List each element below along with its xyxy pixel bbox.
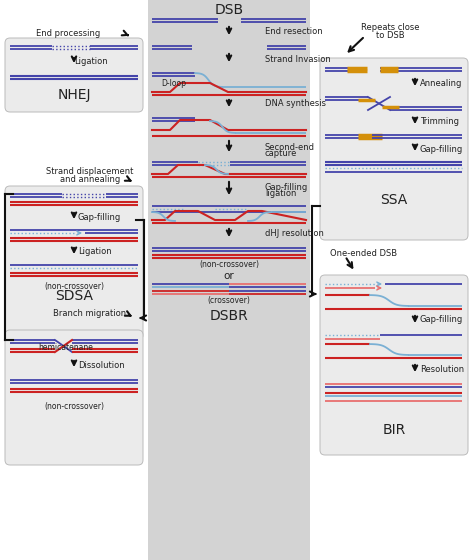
Text: and annealing: and annealing	[60, 175, 120, 184]
FancyBboxPatch shape	[5, 186, 143, 340]
Text: Gap-filling: Gap-filling	[78, 212, 121, 222]
Text: Gap-filling: Gap-filling	[265, 183, 308, 192]
Text: SDSA: SDSA	[55, 289, 93, 303]
Text: Second-end: Second-end	[265, 142, 315, 152]
Text: DSB: DSB	[214, 3, 244, 17]
Text: Strand Invasion: Strand Invasion	[265, 54, 331, 63]
Text: End resection: End resection	[265, 27, 323, 36]
Text: End processing: End processing	[36, 29, 100, 38]
Bar	[148, 0, 310, 560]
Text: Gap-filling: Gap-filling	[420, 144, 463, 153]
Text: BIR: BIR	[383, 423, 406, 437]
Text: Ligation: Ligation	[78, 248, 111, 256]
Text: ligation: ligation	[265, 189, 296, 198]
FancyBboxPatch shape	[320, 58, 468, 240]
Text: Dissolution: Dissolution	[78, 361, 125, 370]
Text: Repeats close: Repeats close	[361, 24, 419, 32]
Text: NHEJ: NHEJ	[57, 88, 91, 102]
Text: One-ended DSB: One-ended DSB	[330, 249, 397, 258]
Text: DSBR: DSBR	[210, 309, 248, 323]
Text: (non-crossover): (non-crossover)	[199, 260, 259, 269]
Text: Branch migration: Branch migration	[54, 310, 127, 319]
Text: (non-crossover): (non-crossover)	[44, 402, 104, 410]
Text: Resolution: Resolution	[420, 365, 464, 374]
FancyBboxPatch shape	[5, 38, 143, 112]
Text: Gap-filling: Gap-filling	[420, 315, 463, 324]
Text: (non-crossover): (non-crossover)	[44, 282, 104, 291]
Text: Trimming: Trimming	[420, 118, 459, 127]
Text: SSA: SSA	[380, 193, 408, 207]
Text: Strand displacement: Strand displacement	[46, 167, 134, 176]
Text: DNA synthesis: DNA synthesis	[265, 100, 326, 109]
Text: Ligation: Ligation	[74, 58, 108, 67]
Text: or: or	[224, 271, 234, 281]
Text: (crossover): (crossover)	[208, 296, 250, 306]
FancyBboxPatch shape	[5, 330, 143, 465]
Text: Annealing: Annealing	[420, 80, 462, 88]
Text: dHJ resolution: dHJ resolution	[265, 230, 324, 239]
FancyBboxPatch shape	[320, 275, 468, 455]
Text: to DSB: to DSB	[376, 30, 404, 40]
Text: capture: capture	[265, 150, 297, 158]
Text: hemicatenane: hemicatenane	[38, 343, 93, 352]
Text: D-loop: D-loop	[161, 78, 186, 87]
